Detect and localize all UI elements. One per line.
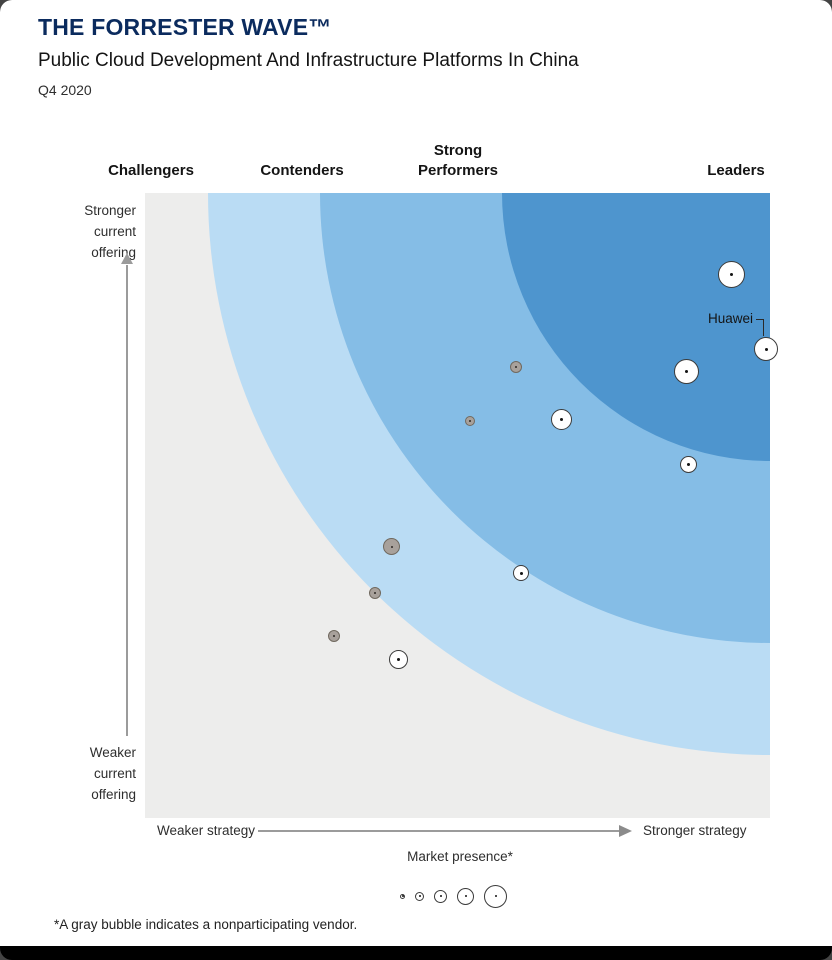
segment-label-leaders: Leaders: [707, 162, 765, 179]
market-presence-size-circle: [400, 893, 405, 899]
market-presence-size-circle: [434, 889, 447, 903]
brand-title: THE FORRESTER WAVE™: [38, 14, 332, 40]
market-presence-size-circle: [484, 884, 507, 908]
y-axis-label-bottom: Weaker current offering: [89, 745, 136, 802]
market-presence-size-circle: [457, 887, 474, 905]
y-axis-arrow-icon: [121, 253, 133, 264]
footnote: *A gray bubble indicates a nonparticipat…: [54, 917, 358, 932]
segment-label-strong-performers: Strong Performers: [417, 142, 499, 179]
market-presence-size-circle: [415, 891, 424, 901]
segment-label-challengers: Challengers: [108, 162, 194, 179]
segment-label-contenders: Contenders: [260, 162, 344, 179]
x-axis-line: [258, 830, 620, 832]
y-axis-line: [126, 265, 128, 736]
report-period: Q4 2020: [38, 82, 92, 98]
report-title: Public Cloud Development And Infrastruct…: [38, 50, 579, 71]
y-axis-label-top: Stronger current offering: [84, 203, 136, 260]
x-axis-label-right: Stronger strategy: [643, 823, 747, 838]
x-axis-arrow-icon: [619, 825, 632, 837]
x-axis-label-left: Weaker strategy: [157, 823, 256, 838]
wave-plot: [145, 193, 770, 818]
market-presence-legend: [400, 880, 507, 912]
market-presence-label: Market presence*: [407, 849, 513, 864]
